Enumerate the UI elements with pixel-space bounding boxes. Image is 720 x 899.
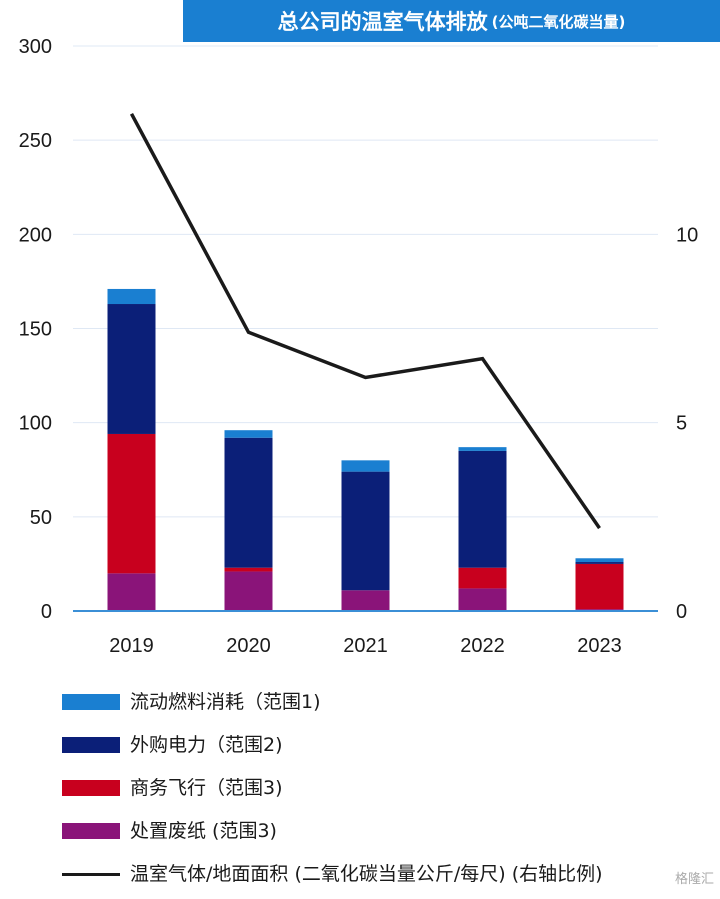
legend-label-paper: 处置废纸 (范围3)	[130, 820, 277, 842]
bar-segment-fuel	[224, 430, 273, 438]
y-tick-label: 0	[41, 601, 52, 623]
legend-label-flight: 商务飞行（范围3)	[130, 777, 283, 799]
legend-swatch-flight	[62, 780, 120, 796]
y-tick-label: 200	[19, 224, 52, 246]
y-tick-label: 150	[19, 319, 52, 341]
bar-segment-power	[341, 471, 390, 591]
legend-label-intensity: 温室气体/地面面积 (二氧化碳当量公斤/每尺) (右轴比例)	[130, 863, 603, 885]
x-tick-label: 2022	[460, 635, 505, 657]
bar-segment-power	[224, 437, 273, 568]
legend-swatch-intensity	[62, 873, 120, 876]
legend-swatch-fuel	[62, 694, 120, 710]
bar-segment-paper	[458, 588, 507, 611]
bar-segment-fuel	[341, 460, 390, 472]
bar-segment-paper	[341, 590, 390, 611]
y-tick-label: 300	[19, 36, 52, 58]
y-tick-label: 50	[30, 507, 52, 529]
chart-subtitle: (公吨二氧化碳当量)	[491, 12, 626, 31]
bar-segment-flight	[575, 563, 624, 610]
x-tick-label: 2020	[226, 635, 271, 657]
bar-segment-flight	[107, 433, 156, 574]
bar-segment-flight	[458, 567, 507, 589]
bar-segment-fuel	[458, 447, 507, 451]
chart-title: 总公司的温室气体排放	[277, 10, 488, 34]
watermark: 格隆汇	[674, 872, 714, 887]
legend-label-fuel: 流动燃料消耗（范围1)	[130, 691, 321, 713]
bar-segment-paper	[107, 573, 156, 611]
x-tick-label: 2021	[343, 635, 388, 657]
bar-segment-power	[458, 450, 507, 568]
y-tick-label: 100	[19, 413, 52, 435]
bar-segment-fuel	[107, 288, 156, 305]
bar-segment-flight	[224, 567, 273, 572]
x-tick-label: 2019	[109, 635, 154, 657]
y2-tick-label: 0	[676, 601, 687, 623]
y2-tick-label: 5	[676, 413, 687, 435]
y2-tick-label: 10	[676, 224, 698, 246]
legend-swatch-power	[62, 737, 120, 753]
y-tick-label: 250	[19, 130, 52, 152]
intensity-line	[129, 112, 601, 530]
x-tick-label: 2023	[577, 635, 622, 657]
legend-label-power: 外购电力（范围2)	[130, 734, 283, 756]
chart-title-bar: 总公司的温室气体排放 (公吨二氧化碳当量)	[183, 0, 720, 42]
bar-segment-paper	[224, 571, 273, 611]
bar-segment-power	[107, 304, 156, 434]
bar-segment-power	[575, 562, 624, 564]
legend-swatch-paper	[62, 823, 120, 839]
bar-segment-fuel	[575, 558, 624, 563]
